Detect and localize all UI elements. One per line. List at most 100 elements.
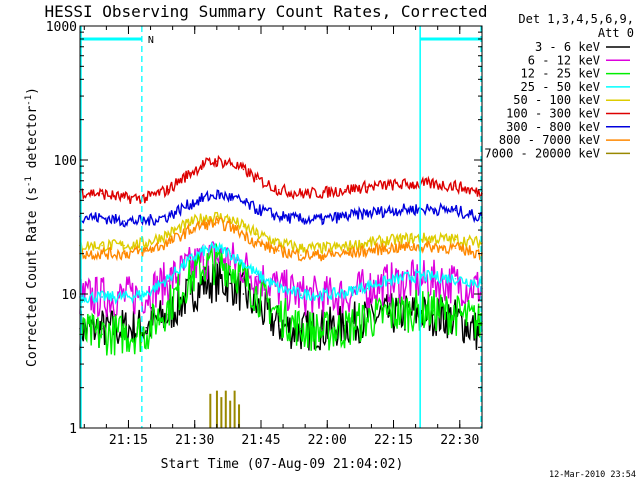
series-point [145, 220, 148, 222]
series-point [255, 233, 258, 235]
series-point [189, 277, 192, 280]
series-point [123, 244, 125, 247]
series-point [432, 208, 435, 210]
series-point [216, 193, 218, 196]
series-point [366, 186, 368, 188]
series-point [167, 280, 170, 282]
series-point [410, 275, 413, 278]
series-point [344, 327, 346, 330]
series-point [300, 294, 302, 296]
y-axis-label: Corrected Count Rate (s-1 detector-1) [24, 87, 40, 367]
series-point [216, 262, 218, 264]
series-point [229, 265, 231, 268]
series-point [255, 178, 258, 180]
series-point [300, 247, 302, 249]
series-point [432, 183, 435, 185]
series-point [216, 160, 218, 162]
legend-label: 25 - 50 keV [521, 80, 600, 94]
series-point [242, 293, 245, 295]
series-point [189, 229, 192, 231]
series-point [344, 215, 346, 218]
series-point [189, 293, 192, 295]
y-tick-label: 10 [61, 288, 77, 303]
series-line [79, 243, 483, 356]
series-point [189, 258, 192, 261]
series-point [202, 197, 205, 199]
series-point [344, 252, 346, 255]
series-point [216, 247, 218, 249]
legend-label: 50 - 100 keV [513, 93, 600, 107]
series-point [432, 280, 435, 282]
series-point [145, 326, 148, 329]
legend-label: 12 - 25 keV [521, 67, 600, 81]
series-line [79, 261, 483, 351]
series-point [388, 313, 391, 316]
series-point [167, 188, 170, 191]
series-point [229, 225, 231, 228]
series-point [410, 246, 413, 248]
series-line [79, 211, 483, 255]
series-line [79, 154, 483, 205]
y-tick-label: 1000 [46, 20, 77, 35]
series-point [202, 258, 205, 261]
chart-title: HESSI Observing Summary Count Rates, Cor… [44, 2, 487, 21]
series-point [388, 282, 391, 285]
series-point [432, 309, 435, 312]
series-point [277, 324, 280, 327]
series-point [388, 209, 391, 212]
series-point [410, 183, 413, 185]
series-point [229, 252, 231, 255]
series-line [79, 240, 483, 318]
series-point [229, 162, 231, 164]
series-point [388, 280, 391, 282]
series-point [277, 250, 280, 252]
series-point [277, 215, 280, 218]
x-tick-label: 21:30 [175, 433, 214, 448]
series-point [300, 327, 302, 330]
series-point [202, 265, 205, 268]
series-point [277, 313, 280, 316]
legend-label: 3 - 6 keV [535, 40, 600, 54]
series-point [300, 218, 302, 221]
series-line [79, 189, 483, 228]
series-point [454, 209, 457, 212]
series-point [145, 250, 148, 252]
series-point [388, 184, 391, 186]
series-point [322, 218, 324, 221]
series-point [242, 201, 245, 204]
series-point [322, 254, 324, 256]
series-layer [79, 154, 483, 428]
series-25-50-kev [79, 241, 483, 305]
series-point [277, 287, 280, 290]
series-point [300, 293, 302, 295]
series-point [216, 221, 218, 224]
series-point [216, 280, 218, 282]
series-point [145, 331, 148, 333]
series-point [189, 172, 192, 174]
series-point [322, 331, 324, 333]
series-point [145, 293, 148, 295]
legend-label: 100 - 300 keV [506, 107, 600, 121]
series-line [79, 215, 483, 262]
series-point [242, 168, 245, 171]
series-point [202, 163, 205, 166]
series-point [432, 237, 435, 240]
legend-label: 6 - 12 keV [528, 53, 600, 67]
x-tick-label: 22:30 [440, 433, 479, 448]
series-point [167, 233, 170, 235]
series-point [123, 197, 125, 199]
series-point [229, 282, 231, 285]
series-point [145, 242, 148, 244]
series-point [454, 185, 457, 187]
series-point [101, 252, 103, 255]
legend-label: 300 - 800 keV [506, 120, 600, 134]
series-point [432, 246, 435, 248]
series-point [322, 247, 324, 249]
x-tick-label: 21:15 [109, 433, 148, 448]
series-line [79, 241, 483, 305]
series-point [242, 277, 245, 280]
series-point [189, 203, 192, 205]
series-point [344, 246, 346, 248]
series-point [255, 208, 258, 210]
